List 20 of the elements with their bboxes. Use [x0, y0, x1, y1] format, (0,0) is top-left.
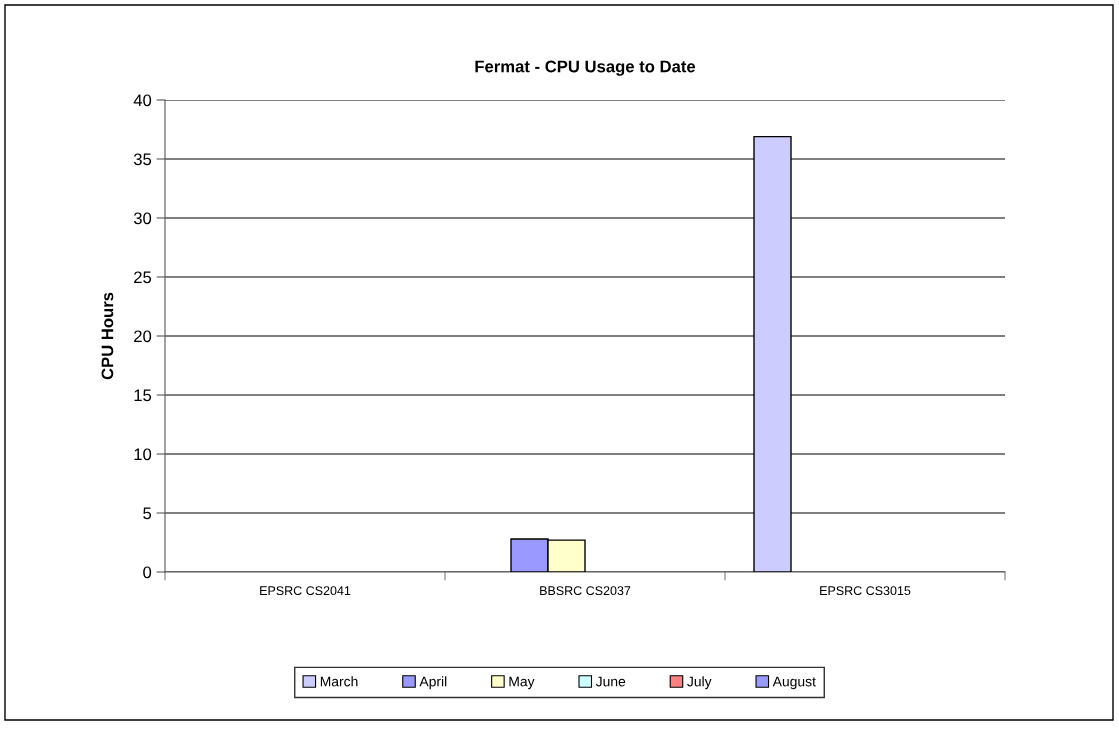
y-tick-label: 10: [134, 448, 152, 461]
x-tick-label: EPSRC CS2041: [260, 586, 351, 596]
y-axis-title: CPU Hours: [101, 292, 114, 380]
chart-title: Fermat - CPU Usage to Date: [475, 60, 696, 76]
x-tick-label: EPSRC CS3015: [820, 586, 911, 596]
legend-label: April: [419, 676, 447, 690]
y-tick-label: 25: [134, 271, 152, 284]
legend-label: July: [687, 676, 712, 690]
y-tick-label: 5: [143, 507, 152, 520]
y-tick-label: 35: [133, 153, 152, 166]
legend-label: June: [595, 676, 626, 687]
y-tick-label: 20: [134, 330, 152, 343]
legend-label: August: [772, 676, 816, 690]
legend-label: March: [320, 676, 358, 687]
y-tick-label: 40: [133, 94, 152, 107]
y-tick-label: 0: [143, 566, 152, 579]
y-tick-label: 15: [134, 389, 152, 402]
x-tick-label: BBSRC CS2037: [540, 586, 631, 596]
legend-label: May: [509, 676, 535, 690]
y-tick-label: 30: [133, 212, 152, 225]
